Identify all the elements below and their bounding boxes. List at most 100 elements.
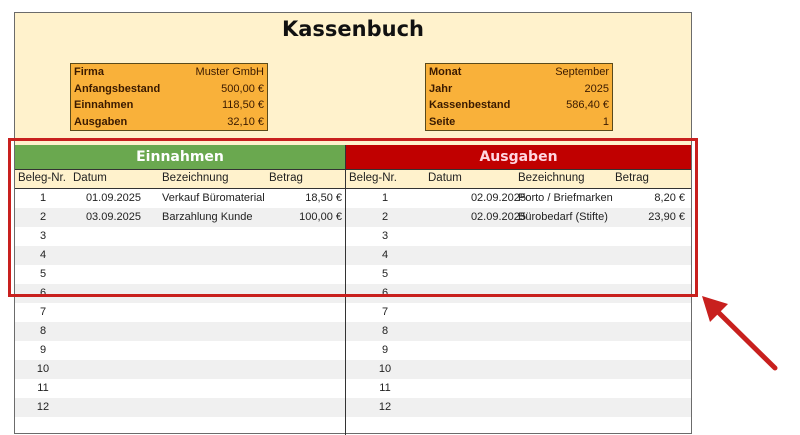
column-header: Beleg-Nr. — [18, 172, 66, 184]
column-header: Datum — [428, 172, 462, 184]
info-value: 2025 — [584, 82, 609, 95]
section-divider — [345, 145, 346, 435]
table-row[interactable]: 5 — [346, 265, 691, 284]
table-row[interactable]: 10 — [15, 360, 345, 379]
info-value: 118,50 € — [221, 99, 264, 111]
info-label: Seite — [429, 115, 456, 128]
info-label: Ausgaben — [74, 115, 128, 128]
cell-nr: 1 — [39, 192, 47, 204]
table-row[interactable]: 5 — [15, 265, 345, 284]
einnahmen-rows: 1 01.09.2025 Verkauf Büromaterial 18,50 € 2 0… — [15, 189, 345, 417]
column-header: Bezeichnung — [518, 172, 585, 184]
column-header: Betrag — [269, 172, 303, 184]
info-label: Einnahmen — [74, 99, 134, 111]
cell-datum: 01.09.2025 — [85, 192, 141, 204]
table-row[interactable]: 12 — [15, 398, 345, 417]
info-value: 32,10 € — [227, 115, 264, 128]
cell-nr: 11 — [37, 382, 49, 394]
header-area: Kassenbuch Firma Muster GmbH Anfangsbestan… — [15, 13, 691, 146]
table-row[interactable]: 4 — [15, 246, 345, 265]
info-row: Anfangsbestand 500,00 € — [71, 81, 267, 98]
column-header: Beleg-Nr. — [349, 172, 397, 184]
cell-datum: 02.09.2025 — [470, 192, 526, 204]
info-row: Firma Muster GmbH — [71, 64, 267, 81]
einnahmen-header: Einnahmen — [15, 145, 345, 170]
ausgaben-rows: 1 02.09.2025 Porto / Briefmarken 8,20 €2 02.… — [346, 189, 691, 417]
highlight-rectangle — [8, 138, 698, 297]
cell-nr: 9 — [39, 344, 47, 356]
cell-datum: 03.09.2025 — [85, 211, 141, 223]
table-row[interactable]: 2 02.09.2025 Bürobedarf (Stifte) 23,90 € — [346, 208, 691, 227]
cell-nr: 3 — [39, 230, 47, 242]
cell-betrag: 8,20 € — [654, 192, 685, 204]
ausgaben-header: Ausgaben — [346, 145, 691, 170]
table-row[interactable]: 9 — [15, 341, 345, 360]
cell-nr: 10 — [378, 363, 392, 375]
table-row[interactable]: 9 — [346, 341, 691, 360]
table-row[interactable]: 8 — [346, 322, 691, 341]
table-row[interactable]: 1 01.09.2025 Verkauf Büromaterial 18,50 € — [15, 189, 345, 208]
cell-betrag: 100,00 € — [299, 211, 342, 223]
table-row[interactable]: 12 — [346, 398, 691, 417]
table-row[interactable]: 6 — [346, 284, 691, 303]
table-row[interactable]: 11 — [346, 379, 691, 398]
einnahmen-column-headers: Beleg-Nr. Datum Bezeichnung Betrag — [15, 170, 345, 189]
table-row[interactable]: 3 — [346, 227, 691, 246]
cell-datum: 02.09.2025 — [470, 211, 526, 223]
info-value: 586,40 € — [566, 99, 609, 111]
info-label: Firma — [74, 66, 104, 78]
ausgaben-column-headers: Beleg-Nr. Datum Bezeichnung Betrag — [346, 170, 691, 189]
info-box-right: Monat September Jahr 2025 Kassenbestand 586,4… — [425, 63, 613, 131]
cell-nr: 12 — [378, 401, 392, 413]
cell-nr: 10 — [36, 363, 50, 375]
info-value: 500,00 € — [221, 82, 264, 95]
cell-betrag: 18,50 € — [305, 192, 342, 204]
info-label: Kassenbestand — [429, 99, 511, 111]
cell-nr: 4 — [381, 249, 389, 261]
cell-nr: 5 — [39, 268, 47, 280]
info-label: Anfangsbestand — [74, 82, 161, 95]
cell-bez: Bürobedarf (Stifte) — [518, 211, 608, 223]
cell-bez: Barzahlung Kunde — [162, 211, 253, 223]
cell-nr: 8 — [39, 325, 47, 337]
info-label: Jahr — [429, 82, 453, 95]
info-row: Seite 1 — [426, 114, 612, 131]
cell-nr: 12 — [36, 401, 50, 413]
info-value: Muster GmbH — [195, 66, 264, 78]
cell-nr: 7 — [39, 306, 47, 318]
cell-nr: 8 — [381, 325, 389, 337]
table-row[interactable]: 3 — [15, 227, 345, 246]
table-row[interactable]: 1 02.09.2025 Porto / Briefmarken 8,20 € — [346, 189, 691, 208]
info-row: Ausgaben 32,10 € — [71, 114, 267, 131]
page-title: Kassenbuch — [281, 17, 425, 41]
cell-betrag: 23,90 € — [648, 211, 685, 223]
table-row[interactable]: 2 03.09.2025 Barzahlung Kunde 100,00 € — [15, 208, 345, 227]
table-row[interactable]: 10 — [346, 360, 691, 379]
info-box-left: Firma Muster GmbH Anfangsbestand 500,00 € Ei… — [70, 63, 268, 131]
info-label: Monat — [429, 66, 462, 78]
info-value: September — [555, 66, 609, 78]
table-row[interactable]: 7 — [15, 303, 345, 322]
table-row[interactable]: 7 — [346, 303, 691, 322]
column-header: Bezeichnung — [162, 172, 229, 184]
column-header: Datum — [73, 172, 107, 184]
cell-nr: 6 — [39, 287, 47, 299]
cell-nr: 3 — [381, 230, 389, 242]
table-row[interactable]: 11 — [15, 379, 345, 398]
kassenbuch-sheet: Kassenbuch Firma Muster GmbH Anfangsbestan… — [14, 12, 692, 435]
cell-nr: 6 — [381, 287, 389, 299]
table-row[interactable]: 4 — [346, 246, 691, 265]
cell-nr: 5 — [381, 268, 389, 280]
info-value: 1 — [602, 115, 609, 128]
cell-nr: 9 — [381, 344, 389, 356]
cell-nr: 2 — [381, 211, 389, 223]
cell-nr: 1 — [381, 192, 389, 204]
table-row[interactable]: 6 — [15, 284, 345, 303]
info-row: Kassenbestand 586,40 € — [426, 97, 612, 114]
table-row[interactable]: 8 — [15, 322, 345, 341]
info-row: Jahr 2025 — [426, 81, 612, 98]
info-row: Monat September — [426, 64, 612, 81]
cell-nr: 11 — [379, 382, 391, 394]
cell-nr: 7 — [381, 306, 389, 318]
info-row: Einnahmen 118,50 € — [71, 97, 267, 114]
